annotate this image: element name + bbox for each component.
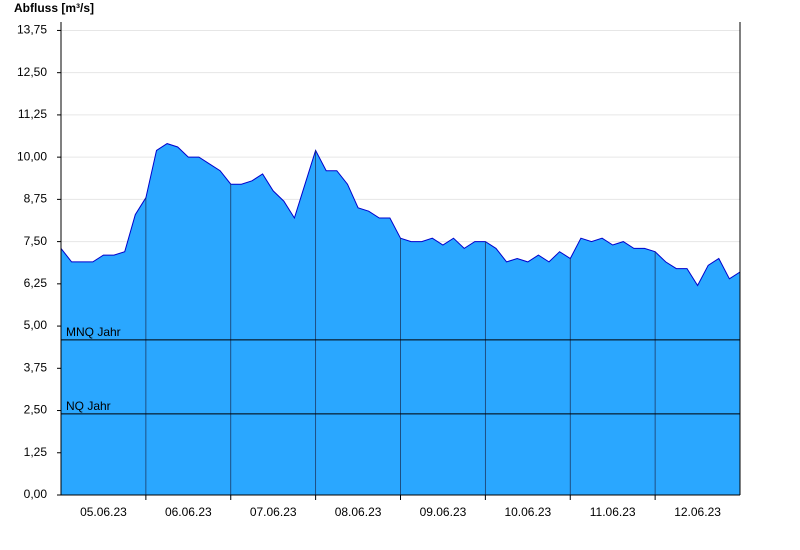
reference-label: NQ Jahr	[66, 399, 111, 413]
x-tick-label: 07.06.23	[250, 505, 297, 519]
y-tick-label: 13,75	[17, 23, 47, 37]
y-tick-label: 11,25	[18, 107, 47, 121]
x-tick-label: 10.06.23	[504, 505, 551, 519]
reference-label: MNQ Jahr	[66, 325, 121, 339]
y-tick-label: 7,50	[24, 234, 48, 248]
y-tick-label: 10,00	[17, 149, 47, 163]
x-tick-label: 08.06.23	[335, 505, 382, 519]
y-tick-label: 8,75	[24, 192, 48, 206]
y-tick-label: 6,25	[24, 276, 48, 290]
y-tick-label: 5,00	[24, 318, 48, 332]
x-tick-label: 11.06.23	[590, 505, 636, 519]
x-tick-label: 06.06.23	[165, 505, 212, 519]
y-tick-label: 12,50	[17, 65, 47, 79]
x-tick-label: 09.06.23	[420, 505, 467, 519]
y-tick-label: 3,75	[24, 360, 48, 374]
y-tick-label: 2,50	[24, 403, 48, 417]
x-tick-label: 12.06.23	[674, 505, 721, 519]
area-line	[60, 143, 741, 287]
x-tick-label: 05.06.23	[80, 505, 127, 519]
y-tick-label: 1,25	[24, 445, 48, 459]
y-tick-label: 0,00	[24, 487, 48, 501]
chart-title: Abfluss [m³/s]	[14, 1, 94, 15]
